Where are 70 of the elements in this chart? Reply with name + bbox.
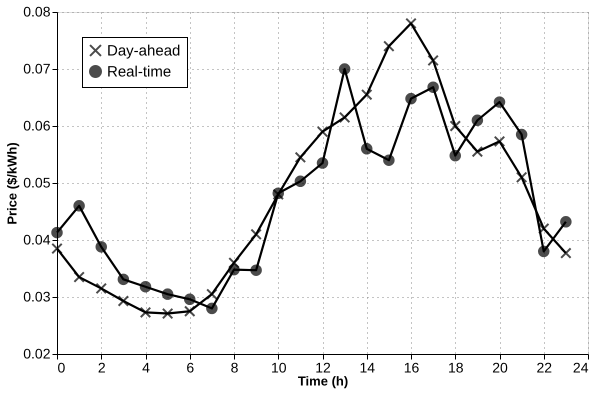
point xyxy=(316,157,328,169)
x-tick-label: 18 xyxy=(448,360,464,376)
legend-label: Real-time xyxy=(107,64,172,80)
point xyxy=(472,114,484,126)
point xyxy=(140,281,152,292)
x-tick-label: 2 xyxy=(98,360,106,376)
x-tick-label: 14 xyxy=(359,360,376,376)
point xyxy=(405,18,417,30)
point xyxy=(228,257,240,269)
y-tick-label: 0.02 xyxy=(23,346,51,362)
point xyxy=(494,136,506,148)
point xyxy=(538,246,550,258)
point xyxy=(427,54,439,66)
point xyxy=(250,228,262,240)
point xyxy=(316,126,328,138)
point xyxy=(427,82,439,93)
point xyxy=(140,306,152,318)
point xyxy=(405,92,417,104)
x-tick-label: 20 xyxy=(492,360,508,376)
point xyxy=(118,274,130,286)
point xyxy=(338,112,350,124)
x-tick-label: 22 xyxy=(536,360,552,376)
point xyxy=(294,176,306,188)
point xyxy=(516,172,528,184)
point xyxy=(516,128,528,140)
point xyxy=(250,264,262,276)
point xyxy=(118,295,130,307)
point xyxy=(73,200,85,212)
point xyxy=(96,241,107,253)
x-tick-label: 4 xyxy=(142,360,150,376)
point xyxy=(73,271,85,283)
y-tick-label: 0.06 xyxy=(23,118,51,134)
y-tick-label: 0.08 xyxy=(23,4,51,20)
point xyxy=(162,308,174,320)
x-tick-label: 8 xyxy=(230,360,239,376)
point xyxy=(450,150,461,162)
y-tick-label: 0.03 xyxy=(23,288,51,304)
x-tick-label: 16 xyxy=(404,360,420,376)
y-tick-label: 0.04 xyxy=(23,232,51,248)
point xyxy=(560,216,572,228)
point xyxy=(206,302,218,314)
x-axis-title: Time (h) xyxy=(298,374,348,388)
point xyxy=(383,40,395,52)
point xyxy=(228,264,240,276)
point xyxy=(162,288,174,300)
point xyxy=(338,63,350,75)
y-tick-label: 0.05 xyxy=(23,174,51,190)
point xyxy=(361,143,372,155)
point xyxy=(206,288,218,300)
point xyxy=(383,154,395,166)
point xyxy=(560,247,572,259)
point xyxy=(294,152,306,164)
point xyxy=(361,88,372,100)
point xyxy=(51,226,63,238)
x-tick-label: 0 xyxy=(58,360,66,376)
point xyxy=(494,96,506,108)
x-tick-label: 10 xyxy=(270,360,287,376)
point xyxy=(472,146,484,158)
point xyxy=(538,222,550,234)
y-axis-title: Price ($/kWh) xyxy=(4,142,20,225)
point xyxy=(96,282,107,294)
x-tick-label: 12 xyxy=(315,360,331,376)
x-tick-label: 24 xyxy=(572,360,589,376)
legend-label: Day-ahead xyxy=(107,42,180,60)
x-tick-label: 6 xyxy=(186,360,194,376)
point xyxy=(450,120,461,132)
y-tick-label: 0.07 xyxy=(23,60,51,76)
point xyxy=(184,306,196,317)
point xyxy=(51,242,63,254)
point xyxy=(184,294,196,306)
